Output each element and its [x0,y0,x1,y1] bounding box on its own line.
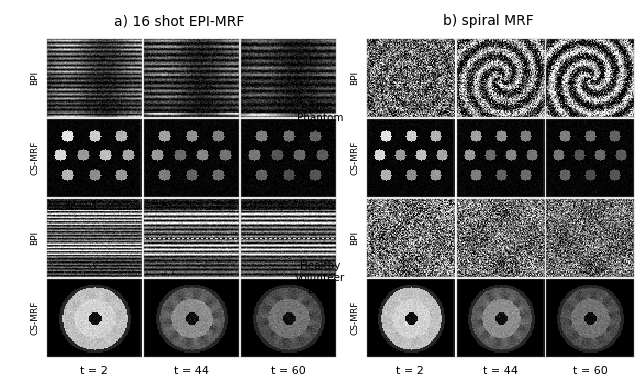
Text: t = 2: t = 2 [396,365,424,376]
Text: b) spiral MRF: b) spiral MRF [443,14,533,28]
Text: t = 44: t = 44 [174,365,209,376]
Text: CS-MRF: CS-MRF [30,140,39,175]
Text: CS-MRF: CS-MRF [350,301,359,335]
Text: CS-MRF: CS-MRF [350,140,359,175]
Text: t = 2: t = 2 [80,365,108,376]
Text: t = 60: t = 60 [271,365,306,376]
Text: CS-MRF: CS-MRF [30,301,39,335]
Text: Healthy
Volunteer
Data: Healthy Volunteer Data [295,262,345,294]
Text: t = 60: t = 60 [573,365,607,376]
Text: Tube
Phantom
Data: Tube Phantom Data [297,101,343,134]
Text: BPI: BPI [350,231,359,245]
Text: BPI: BPI [350,71,359,85]
Text: t = 44: t = 44 [483,365,518,376]
Text: BPI: BPI [30,71,39,85]
Text: BPI: BPI [30,231,39,245]
Text: a) 16 shot EPI-MRF: a) 16 shot EPI-MRF [114,14,244,28]
